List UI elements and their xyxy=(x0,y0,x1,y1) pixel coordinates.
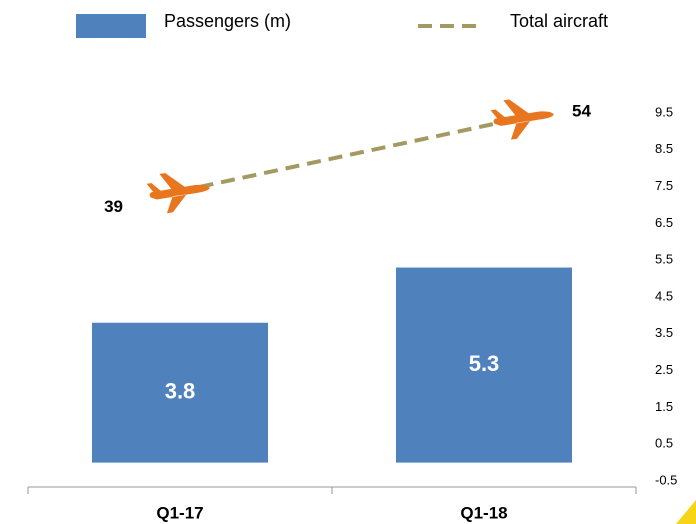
x-tick-label: Q1-18 xyxy=(460,503,507,522)
y-tick-label: 7.5 xyxy=(655,178,673,193)
bar xyxy=(92,322,268,463)
line-value-label: 39 xyxy=(104,197,123,216)
y-tick-label: 4.5 xyxy=(655,288,673,303)
y-tick-label: 3.5 xyxy=(655,325,673,340)
legend-label: Total aircraft xyxy=(510,11,608,31)
plane-icon xyxy=(146,173,210,214)
line-marker xyxy=(146,173,210,214)
plane-icon xyxy=(490,99,554,140)
x-tick-label: Q1-17 xyxy=(156,503,203,522)
y-tick-label: 2.5 xyxy=(655,362,673,377)
y-tick-label: 1.5 xyxy=(655,399,673,414)
bar xyxy=(396,267,572,463)
y-tick-label: 6.5 xyxy=(655,215,673,230)
legend-swatch xyxy=(76,14,146,38)
corner-decoration xyxy=(676,500,696,524)
line-value-label: 54 xyxy=(572,101,591,120)
bar-value-label: 3.8 xyxy=(165,378,196,403)
y-tick-label: 8.5 xyxy=(655,141,673,156)
legend-label: Passengers (m) xyxy=(164,11,291,31)
bar-value-label: 5.3 xyxy=(469,351,500,376)
line xyxy=(177,115,523,194)
y-tick-label: 5.5 xyxy=(655,252,673,267)
y-tick-label: 0.5 xyxy=(655,436,673,451)
y-tick-label: 9.5 xyxy=(655,104,673,119)
y-tick-label: -0.5 xyxy=(655,472,677,487)
line-marker xyxy=(490,99,554,140)
